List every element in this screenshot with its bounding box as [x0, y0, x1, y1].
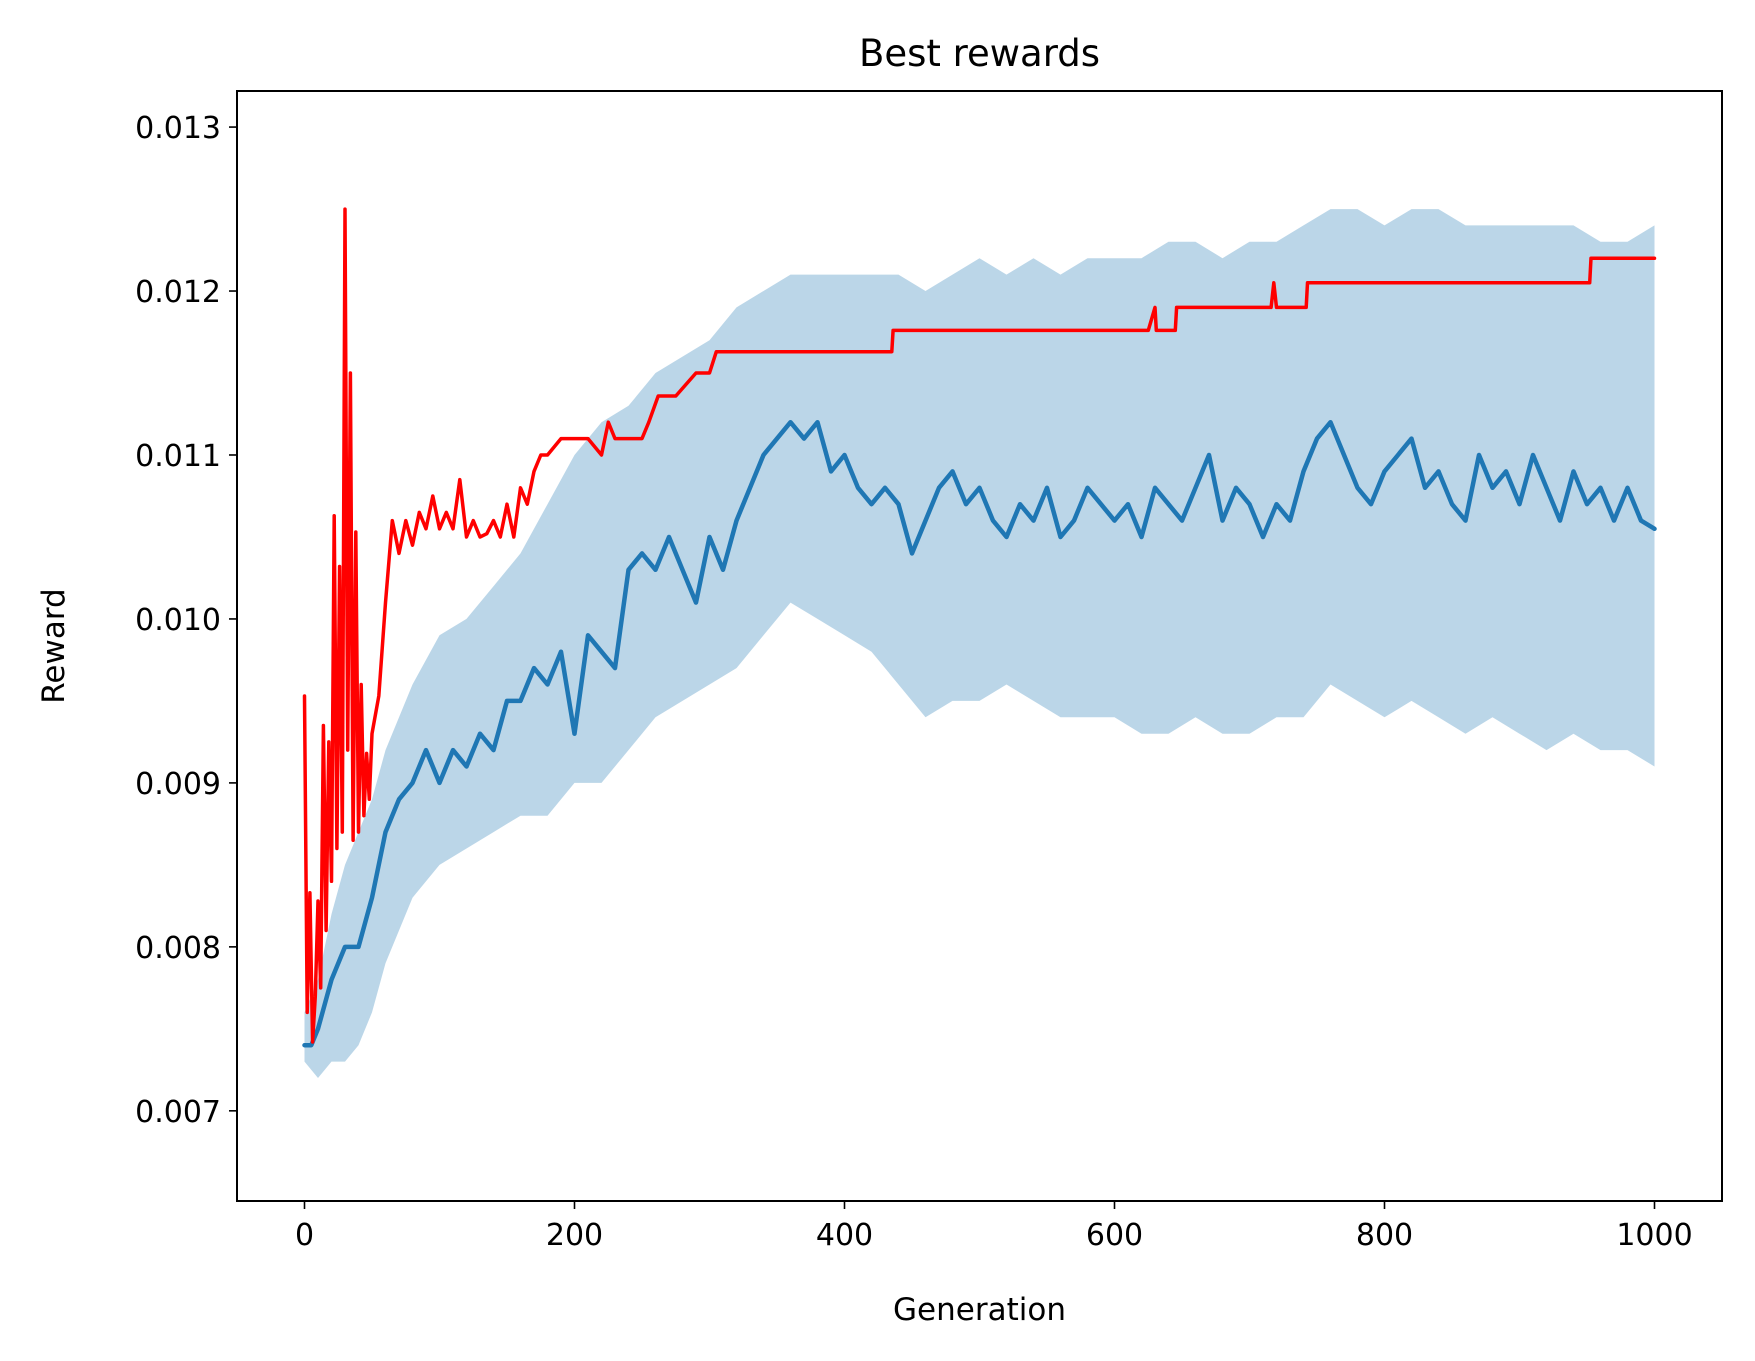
y-tick-label-0.012: 0.012	[135, 275, 221, 310]
x-tick-label-1000: 1000	[1616, 1218, 1692, 1253]
y-tick-label-0.008: 0.008	[135, 931, 221, 966]
x-tick-label-600: 600	[1086, 1218, 1143, 1253]
y-tick-label-0.009: 0.009	[135, 767, 221, 802]
y-axis-label: Reward	[36, 588, 72, 703]
x-axis-label: Generation	[893, 1292, 1066, 1328]
y-tick-label-0.013: 0.013	[135, 111, 221, 146]
x-tick-label-800: 800	[1356, 1218, 1413, 1253]
y-tick-label-0.011: 0.011	[135, 439, 221, 474]
chart-title: Best rewards	[859, 32, 1100, 75]
x-tick-label-0: 0	[295, 1218, 314, 1253]
y-tick-label-0.007: 0.007	[135, 1095, 221, 1130]
x-tick-label-200: 200	[546, 1218, 603, 1253]
x-tick-label-400: 400	[816, 1218, 873, 1253]
y-tick-label-0.010: 0.010	[135, 603, 221, 638]
